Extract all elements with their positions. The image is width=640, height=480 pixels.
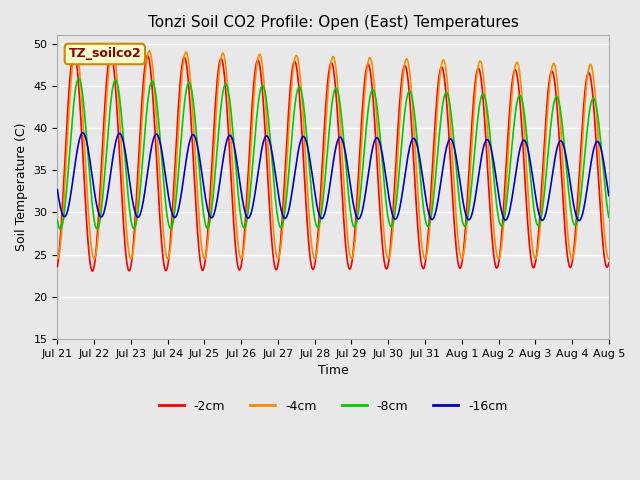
X-axis label: Time: Time <box>317 364 349 377</box>
Text: TZ_soilco2: TZ_soilco2 <box>68 48 141 60</box>
Y-axis label: Soil Temperature (C): Soil Temperature (C) <box>15 123 28 252</box>
Legend: -2cm, -4cm, -8cm, -16cm: -2cm, -4cm, -8cm, -16cm <box>154 395 513 418</box>
Title: Tonzi Soil CO2 Profile: Open (East) Temperatures: Tonzi Soil CO2 Profile: Open (East) Temp… <box>148 15 518 30</box>
